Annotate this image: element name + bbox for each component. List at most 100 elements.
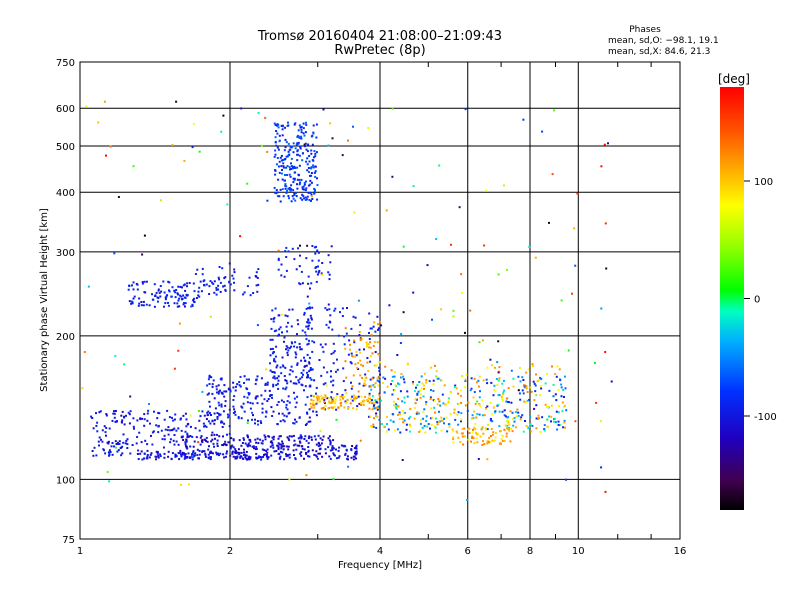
data-point	[113, 416, 116, 419]
data-point	[170, 295, 173, 298]
data-point	[255, 441, 258, 444]
data-point	[285, 406, 288, 409]
data-point	[317, 259, 320, 262]
data-point	[564, 375, 566, 378]
data-point	[316, 273, 319, 276]
data-point	[311, 143, 314, 146]
data-point	[282, 162, 285, 165]
data-point	[563, 405, 566, 408]
data-point	[329, 449, 332, 452]
data-point	[201, 410, 204, 413]
data-point	[412, 185, 415, 187]
data-point	[202, 422, 205, 425]
data-point	[360, 363, 362, 366]
data-point	[273, 358, 276, 361]
data-point	[195, 297, 198, 299]
data-point	[277, 259, 280, 262]
data-point	[232, 438, 235, 441]
data-point	[247, 442, 250, 445]
y-tick-label: 300	[56, 248, 75, 259]
data-point	[287, 321, 289, 324]
data-point	[330, 406, 333, 409]
data-point	[281, 178, 284, 181]
data-point	[310, 317, 313, 319]
data-point	[228, 281, 231, 284]
data-point	[406, 364, 409, 366]
data-point	[560, 383, 563, 386]
data-point	[288, 435, 291, 438]
data-point	[225, 452, 228, 455]
data-point	[431, 318, 433, 321]
data-point	[316, 198, 319, 201]
data-point	[328, 320, 331, 323]
data-point	[423, 388, 425, 390]
data-point	[493, 405, 496, 408]
data-point	[546, 406, 548, 408]
data-point	[183, 302, 186, 304]
data-point	[374, 382, 377, 385]
data-point	[215, 286, 218, 289]
data-point	[285, 155, 288, 158]
data-point	[289, 369, 292, 372]
data-point	[215, 385, 218, 388]
data-point	[157, 411, 160, 414]
data-point	[391, 375, 394, 378]
data-point	[299, 436, 302, 439]
data-point	[265, 454, 268, 456]
data-point	[307, 455, 310, 458]
data-point	[316, 396, 319, 399]
data-point	[260, 394, 263, 397]
data-point	[432, 383, 435, 386]
data-point	[188, 456, 191, 459]
data-point	[366, 357, 369, 359]
data-point	[292, 181, 295, 184]
data-point	[276, 377, 279, 380]
data-point	[96, 430, 99, 433]
data-point	[244, 442, 247, 445]
data-point	[249, 444, 252, 447]
data-point	[329, 441, 332, 444]
data-point	[373, 402, 376, 405]
data-point	[299, 145, 302, 148]
data-point	[246, 182, 249, 185]
chart-title: Tromsø 20160404 21:08:00–21:09:43	[257, 29, 502, 44]
data-point	[187, 452, 190, 455]
data-point	[156, 296, 159, 299]
data-point	[146, 449, 149, 452]
data-point	[286, 189, 289, 192]
data-point	[192, 455, 195, 458]
data-point	[537, 414, 540, 417]
data-point	[425, 420, 428, 422]
data-point	[306, 396, 309, 399]
data-point	[302, 195, 305, 198]
data-point	[104, 431, 107, 434]
data-point	[322, 435, 325, 438]
data-point	[472, 396, 475, 399]
data-point	[290, 200, 293, 203]
data-point	[263, 453, 265, 456]
data-point	[117, 196, 120, 198]
data-point	[299, 254, 301, 257]
data-point	[171, 416, 173, 419]
data-point	[313, 379, 316, 382]
data-point	[276, 191, 279, 194]
data-point	[511, 430, 514, 433]
data-point	[310, 394, 313, 397]
data-point	[452, 309, 455, 312]
data-point	[121, 410, 124, 413]
data-point	[151, 293, 153, 296]
data-point	[224, 443, 227, 446]
data-point	[453, 386, 456, 388]
data-point	[148, 304, 151, 307]
data-point	[561, 410, 564, 413]
data-point	[133, 295, 136, 298]
data-point	[432, 389, 435, 392]
data-point	[322, 366, 325, 369]
data-point	[369, 346, 372, 349]
data-point	[603, 143, 606, 146]
data-point	[481, 399, 484, 402]
data-point	[115, 420, 118, 423]
data-point	[335, 408, 338, 411]
data-point	[255, 457, 258, 460]
data-point	[459, 394, 462, 397]
